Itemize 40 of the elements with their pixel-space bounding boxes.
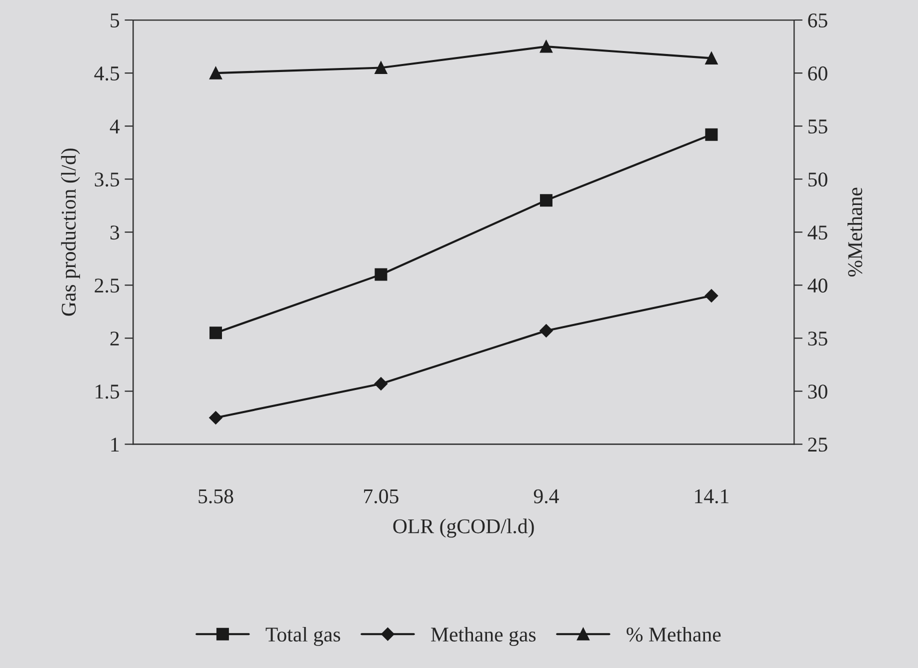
y2-tick-label: 65 <box>808 13 828 28</box>
y-tick-label: 2 <box>110 332 119 346</box>
x-tick-label: 7.05 <box>364 489 398 504</box>
y2-tick-label: 35 <box>808 332 828 346</box>
point <box>540 194 552 207</box>
point <box>540 40 552 53</box>
point <box>374 62 388 74</box>
y2-axis-title: %Methane <box>848 188 862 277</box>
y-tick-label: 1.5 <box>96 384 120 399</box>
y-tick-label: 1 <box>111 438 119 452</box>
point <box>704 289 718 302</box>
y-axis-title: Gas production (l/d) <box>61 148 80 316</box>
point <box>209 326 222 340</box>
y-tick-label: 3 <box>110 226 120 240</box>
y2-tick-label: 30 <box>808 384 828 399</box>
y-tick-label: 4.5 <box>94 66 120 81</box>
y-tick-label: 4 <box>110 120 120 134</box>
y2-tick-label: 55 <box>808 120 828 134</box>
legend-label: Methane gas <box>431 626 536 646</box>
point <box>209 66 222 80</box>
x-tick-label: 5.58 <box>198 489 234 504</box>
point <box>374 268 388 281</box>
y2-tick-label: 50 <box>808 172 828 187</box>
y-tick-label: 3.5 <box>94 172 120 187</box>
y2-tick-label: 45 <box>808 226 828 240</box>
x-axis-title: OLR (gCOD/l.d) <box>393 518 534 538</box>
y2-tick-label: 60 <box>808 66 828 80</box>
point <box>705 128 718 141</box>
y2-tick-label: 25 <box>808 438 828 452</box>
y-tick-label: 5 <box>110 14 120 28</box>
point <box>374 377 388 390</box>
y-tick-label: 2.5 <box>94 278 120 293</box>
legend-label: % Methane <box>626 626 721 642</box>
point <box>540 324 553 338</box>
y2-tick-label: 40 <box>808 278 828 293</box>
x-tick-label: 14.1 <box>695 489 728 504</box>
point <box>209 411 222 424</box>
x-tick-label: 9.4 <box>534 489 559 504</box>
point <box>705 52 718 64</box>
legend-label: Total gas <box>266 626 340 646</box>
